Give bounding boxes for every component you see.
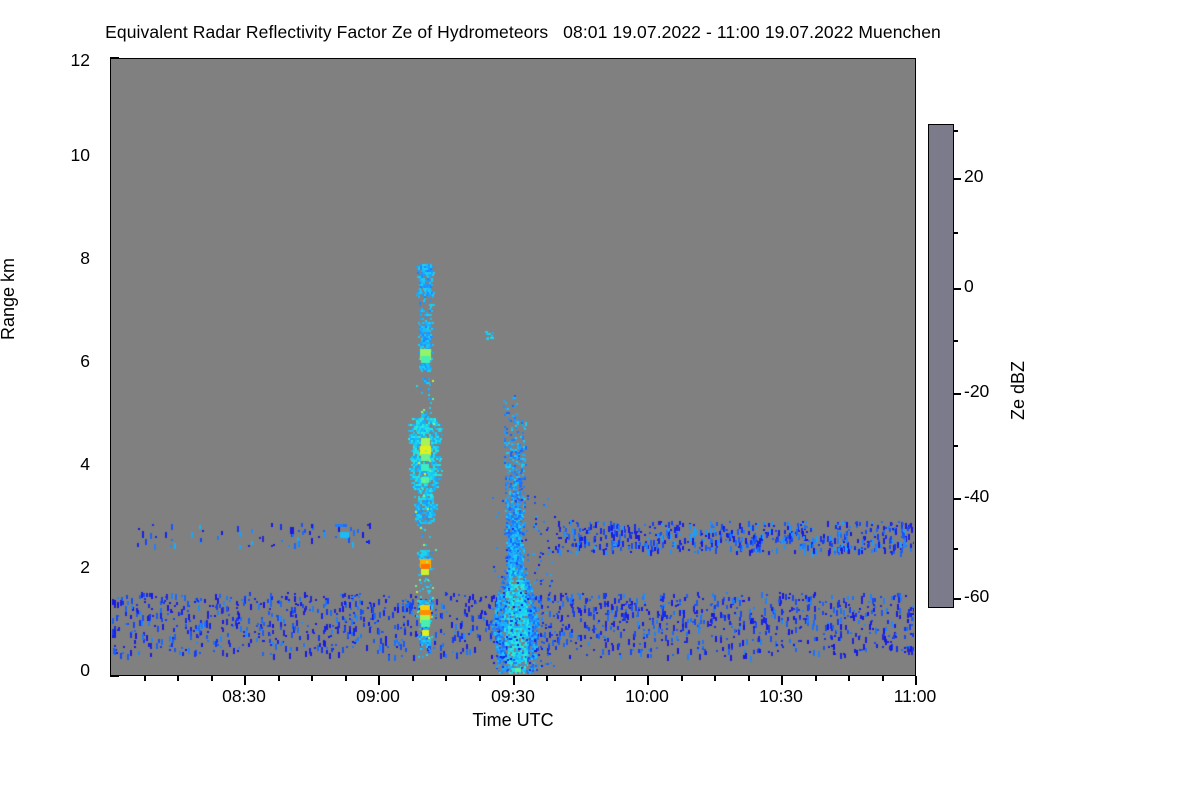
- x-tick-0930: [513, 676, 515, 685]
- figure-title: Equivalent Radar Reflectivity Factor Ze …: [105, 22, 941, 42]
- radar-heatmap-canvas: [111, 59, 914, 674]
- y-tick-label-0: 0: [80, 660, 90, 680]
- x-tick-minor-0937: [546, 676, 548, 681]
- colorbar-tick-m20: [954, 393, 961, 395]
- colorbar-tick-minor-m10: [954, 340, 958, 342]
- x-tick-label-1000: 10:00: [625, 686, 669, 706]
- colorbar-label-m20: -20: [964, 381, 990, 401]
- radar-plot-area[interactable]: [110, 58, 916, 676]
- x-tick-minor-0845: [311, 676, 313, 681]
- x-tick-minor-1037: [815, 676, 817, 681]
- colorbar-tick-m40: [954, 498, 961, 500]
- colorbar-title: Ze dBZ: [1008, 360, 1028, 420]
- colorbar[interactable]: [928, 124, 954, 608]
- x-tick-label-1100: 11:00: [893, 686, 937, 706]
- colorbar-tick-minor-30: [954, 130, 958, 132]
- x-tick-minor-1045: [848, 676, 850, 681]
- x-tick-minor-0915: [445, 676, 447, 681]
- x-tick-0830: [244, 676, 246, 685]
- x-tick-1030: [781, 676, 783, 685]
- colorbar-tick-minor-m30: [954, 445, 958, 447]
- colorbar-label-m40: -40: [964, 486, 990, 506]
- x-tick-minor-0852: [345, 676, 347, 681]
- x-axis-label: Time UTC: [472, 710, 554, 730]
- colorbar-tick-20: [954, 178, 961, 180]
- colorbar-gradient: [929, 125, 953, 607]
- y-tick-label-4: 4: [80, 454, 90, 474]
- x-tick-minor-0807: [144, 676, 146, 681]
- y-tick-label-8: 8: [80, 248, 90, 268]
- y-tick-label-12: 12: [70, 50, 90, 70]
- x-tick-minor-1015: [714, 676, 716, 681]
- colorbar-tick-0: [954, 288, 961, 290]
- x-tick-0900: [378, 676, 380, 685]
- y-axis-label: Range km: [0, 257, 18, 340]
- y-tick-label-10: 10: [70, 145, 90, 165]
- colorbar-tick-minor-m50: [954, 548, 958, 550]
- x-tick-1100: [915, 676, 917, 685]
- x-tick-minor-0952: [614, 676, 616, 681]
- x-tick-label-0830: 08:30: [222, 686, 266, 706]
- y-tick-label-2: 2: [80, 557, 90, 577]
- colorbar-label-0: 0: [964, 276, 974, 296]
- x-tick-minor-0815: [177, 676, 179, 681]
- colorbar-label-m60: -60: [964, 586, 990, 606]
- colorbar-label-20: 20: [964, 166, 984, 186]
- x-tick-minor-1007: [681, 676, 683, 681]
- x-tick-minor-0837: [278, 676, 280, 681]
- x-tick-minor-0822: [211, 676, 213, 681]
- x-tick-minor-0945: [580, 676, 582, 681]
- x-tick-minor-1052: [882, 676, 884, 681]
- x-tick-1000: [647, 676, 649, 685]
- x-tick-label-0900: 09:00: [356, 686, 400, 706]
- x-tick-label-1030: 10:30: [759, 686, 803, 706]
- colorbar-tick-minor-10: [954, 232, 958, 234]
- x-tick-minor-0907: [412, 676, 414, 681]
- y-tick-label-6: 6: [80, 351, 90, 371]
- y-tick-12: [110, 57, 119, 59]
- x-tick-label-0930: 09:30: [491, 686, 535, 706]
- colorbar-tick-m60: [954, 598, 961, 600]
- x-tick-minor-1022: [748, 676, 750, 681]
- x-tick-minor-0922: [479, 676, 481, 681]
